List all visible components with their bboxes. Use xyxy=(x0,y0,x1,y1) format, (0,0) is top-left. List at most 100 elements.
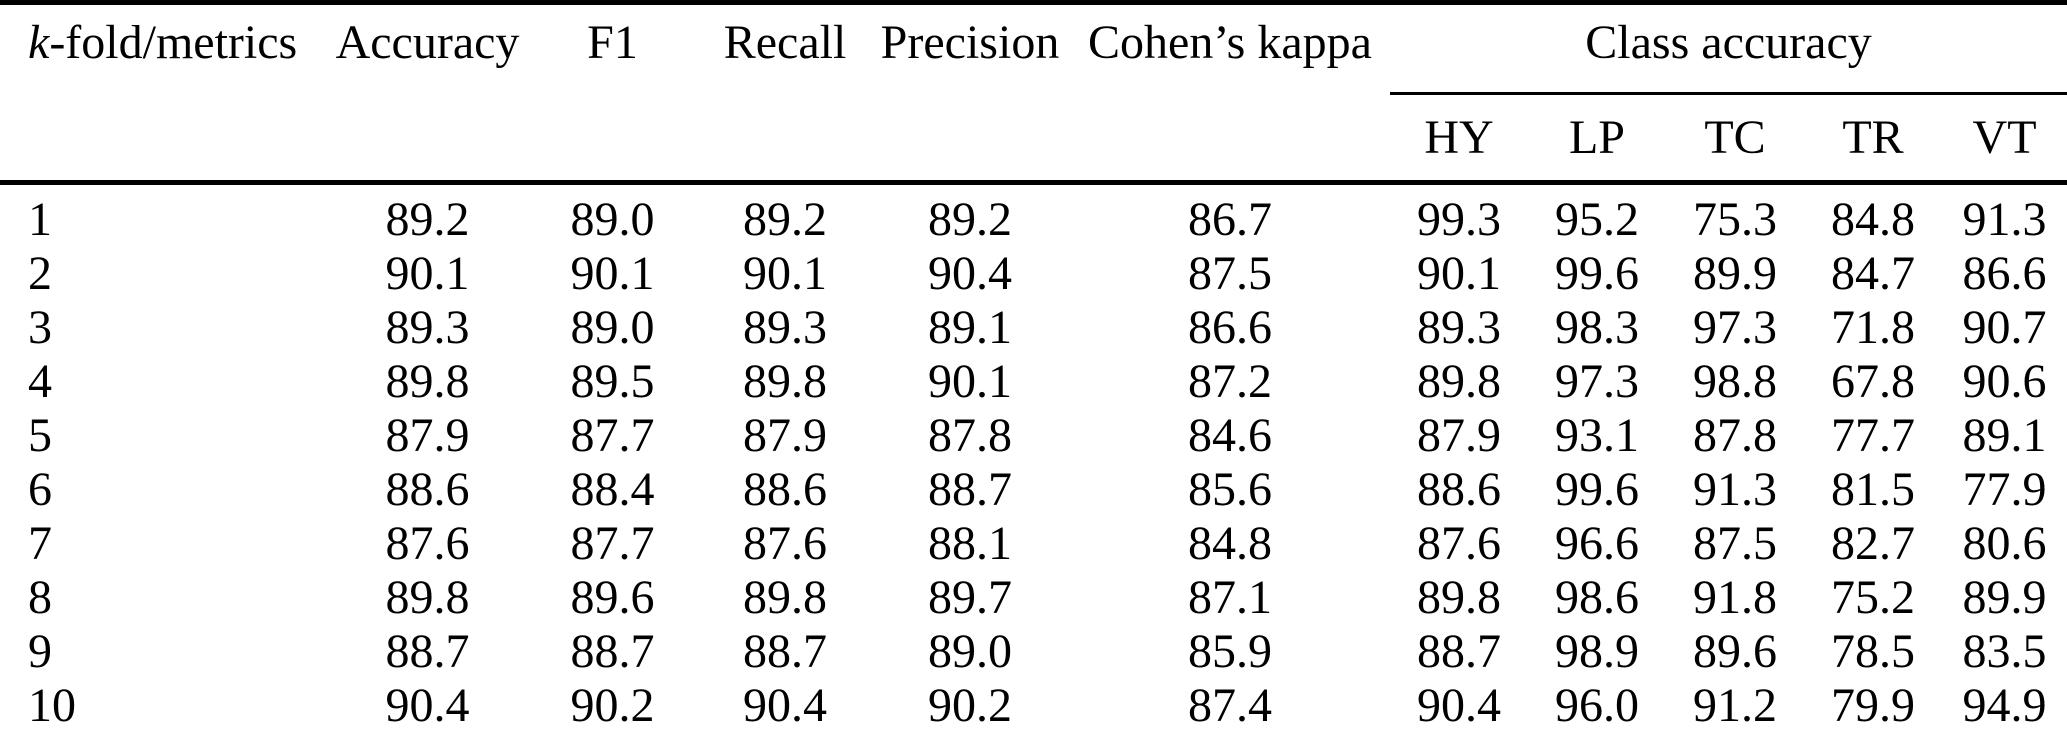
header-class-hy: HY xyxy=(1390,93,1528,185)
fold-cell: 10 xyxy=(28,679,76,733)
class-accuracy-cell: 75.3 xyxy=(1693,193,1777,247)
class-accuracy-cell: 80.6 xyxy=(1962,517,2047,571)
precision-cell: 90.1 xyxy=(928,355,1012,409)
fold-cell: 3 xyxy=(28,301,52,355)
class-accuracy-cell: 78.5 xyxy=(1831,625,1915,679)
accuracy-cell: 89.3 xyxy=(385,301,470,355)
class-accuracy-cell: 89.3 xyxy=(1417,301,1501,355)
header-class-lp: LP xyxy=(1528,93,1666,185)
table-body: 1 89.2 89.0 89.2 89.2 86.7 99.3 95.2 75.3 84.8 91.… xyxy=(0,183,2067,738)
class-accuracy-cell: 97.3 xyxy=(1693,301,1777,355)
class-accuracy-cell: 99.6 xyxy=(1555,247,1639,301)
class-accuracy-cell: 96.6 xyxy=(1555,517,1639,571)
class-accuracy-cell: 96.0 xyxy=(1555,679,1639,733)
recall-cell: 89.3 xyxy=(743,301,827,355)
accuracy-cell: 89.8 xyxy=(385,571,470,625)
header-cohens-kappa: Cohen’s kappa xyxy=(1070,2,1390,185)
class-accuracy-cell: 77.7 xyxy=(1831,409,1915,463)
class-accuracy-cell: 88.7 xyxy=(1417,625,1501,679)
precision-cell: 90.2 xyxy=(928,679,1012,733)
class-accuracy-cell: 87.5 xyxy=(1693,517,1777,571)
recall-cell: 87.6 xyxy=(743,517,827,571)
accuracy-cell: 90.4 xyxy=(385,679,470,733)
kappa-cell: 86.6 xyxy=(1188,301,1272,355)
f1-cell: 89.0 xyxy=(570,301,655,355)
table-row: 1 89.2 89.0 89.2 89.2 86.7 99.3 95.2 75.3 84.8 91.… xyxy=(0,183,2067,248)
precision-cell: 87.8 xyxy=(928,409,1012,463)
table-row: 4 89.8 89.5 89.8 90.1 87.2 89.8 97.3 98.8 67.8 90.… xyxy=(0,355,2067,409)
class-accuracy-cell: 91.8 xyxy=(1693,571,1777,625)
header-class-accuracy-group: Class accuracy xyxy=(1390,2,2067,95)
recall-cell: 88.6 xyxy=(743,463,827,517)
class-accuracy-cell: 89.9 xyxy=(1693,247,1777,301)
class-accuracy-cell: 84.8 xyxy=(1831,193,1915,247)
class-accuracy-cell: 99.3 xyxy=(1417,193,1501,247)
class-accuracy-cell: 91.3 xyxy=(1693,463,1777,517)
kappa-cell: 87.5 xyxy=(1188,247,1272,301)
table-row: 8 89.8 89.6 89.8 89.7 87.1 89.8 98.6 91.8 75.2 89.… xyxy=(0,571,2067,625)
header-row-classes: HY LP TC TR VT xyxy=(0,93,2067,185)
precision-cell: 89.7 xyxy=(928,571,1012,625)
fold-cell: 1 xyxy=(28,193,52,247)
header-row-main: k-fold/metrics Accuracy F1 Recall Precis… xyxy=(0,2,2067,185)
precision-cell: 89.2 xyxy=(928,193,1012,247)
recall-cell: 88.7 xyxy=(743,625,827,679)
f1-cell: 87.7 xyxy=(570,517,655,571)
kappa-cell: 86.7 xyxy=(1188,193,1272,247)
class-accuracy-cell: 98.6 xyxy=(1555,571,1639,625)
class-accuracy-cell: 89.6 xyxy=(1693,625,1777,679)
class-accuracy-cell: 83.5 xyxy=(1962,625,2047,679)
table-header: k-fold/metrics Accuracy F1 Recall Precis… xyxy=(0,2,2067,185)
class-accuracy-cell: 89.9 xyxy=(1962,571,2047,625)
class-accuracy-cell: 75.2 xyxy=(1831,571,1915,625)
f1-cell: 90.2 xyxy=(570,679,655,733)
class-accuracy-cell: 91.3 xyxy=(1962,193,2047,247)
class-accuracy-cell: 90.1 xyxy=(1417,247,1501,301)
kappa-cell: 85.6 xyxy=(1188,463,1272,517)
class-accuracy-cell: 90.4 xyxy=(1417,679,1501,733)
accuracy-cell: 90.1 xyxy=(385,247,470,301)
class-accuracy-cell: 88.6 xyxy=(1417,463,1501,517)
fold-cell: 6 xyxy=(28,463,52,517)
header-class-tc: TC xyxy=(1666,93,1804,185)
fold-cell: 9 xyxy=(28,625,52,679)
recall-cell: 89.8 xyxy=(743,571,827,625)
class-accuracy-cell: 97.3 xyxy=(1555,355,1639,409)
class-accuracy-cell: 87.6 xyxy=(1417,517,1501,571)
recall-cell: 90.1 xyxy=(743,247,827,301)
class-accuracy-cell: 99.6 xyxy=(1555,463,1639,517)
table-row: 10 90.4 90.2 90.4 90.2 87.4 90.4 96.0 91.2 79.9 94… xyxy=(0,679,2067,738)
f1-cell: 87.7 xyxy=(570,409,655,463)
class-accuracy-cell: 81.5 xyxy=(1831,463,1915,517)
class-accuracy-cell: 98.9 xyxy=(1555,625,1639,679)
recall-cell: 90.4 xyxy=(743,679,827,733)
header-accuracy: Accuracy xyxy=(330,2,525,185)
class-accuracy-cell: 89.1 xyxy=(1962,409,2047,463)
f1-cell: 89.6 xyxy=(570,571,655,625)
f1-cell: 88.7 xyxy=(570,625,655,679)
header-class-vt: VT xyxy=(1942,93,2067,185)
class-accuracy-cell: 90.6 xyxy=(1962,355,2047,409)
fold-cell: 7 xyxy=(28,517,52,571)
kfold-italic-k: k xyxy=(28,16,50,69)
class-accuracy-cell: 77.9 xyxy=(1962,463,2047,517)
class-accuracy-cell: 91.2 xyxy=(1693,679,1777,733)
class-accuracy-cell: 93.1 xyxy=(1555,409,1639,463)
table-row: 2 90.1 90.1 90.1 90.4 87.5 90.1 99.6 89.9 84.7 86.… xyxy=(0,247,2067,301)
table-row: 9 88.7 88.7 88.7 89.0 85.9 88.7 98.9 89.6 78.5 83.… xyxy=(0,625,2067,679)
precision-cell: 88.1 xyxy=(928,517,1012,571)
table-row: 6 88.6 88.4 88.6 88.7 85.6 88.6 99.6 91.3 81.5 77.… xyxy=(0,463,2067,517)
kappa-cell: 85.9 xyxy=(1188,625,1272,679)
precision-cell: 88.7 xyxy=(928,463,1012,517)
recall-cell: 89.8 xyxy=(743,355,827,409)
header-f1: F1 xyxy=(525,2,700,185)
fold-cell: 4 xyxy=(28,355,52,409)
kappa-cell: 84.6 xyxy=(1188,409,1272,463)
header-class-tr: TR xyxy=(1804,93,1942,185)
class-accuracy-cell: 67.8 xyxy=(1831,355,1915,409)
table-row: 7 87.6 87.7 87.6 88.1 84.8 87.6 96.6 87.5 82.7 80.… xyxy=(0,517,2067,571)
fold-cell: 2 xyxy=(28,247,52,301)
f1-cell: 89.5 xyxy=(570,355,655,409)
accuracy-cell: 87.6 xyxy=(385,517,470,571)
